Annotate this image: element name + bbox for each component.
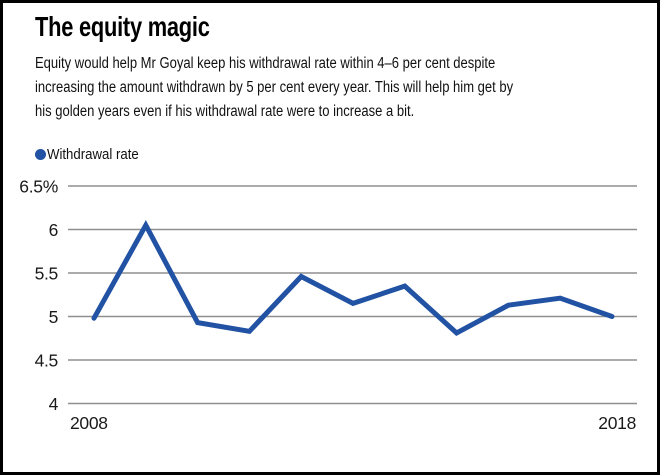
series-line <box>91 219 615 337</box>
description-line: increasing the amount withdrawn by 5 per… <box>35 79 514 96</box>
page-title: The equity magic <box>35 11 210 42</box>
legend-label: Withdrawal rate <box>47 146 139 163</box>
withdrawal-rate-line-chart: 6.5% 6 5.5 5 4.5 4 2008 2018 <box>19 177 637 433</box>
y-tick-label: 6 <box>49 220 58 240</box>
legend-marker-icon <box>35 149 46 160</box>
x-tick-label: 2008 <box>70 413 108 433</box>
description-line: Equity would help Mr Goyal keep his with… <box>35 55 496 72</box>
y-tick-label: 4.5 <box>35 351 58 371</box>
chart-description: Equity would help Mr Goyal keep his with… <box>35 52 513 124</box>
y-tick-label: 4 <box>49 394 59 414</box>
y-tick-label: 5.5 <box>35 264 58 284</box>
chart-legend: Withdrawal rate <box>35 146 151 163</box>
x-tick-label: 2018 <box>598 413 636 433</box>
y-tick-label: 6.5% <box>19 177 58 197</box>
description-line: his golden years even if his withdrawal … <box>35 103 415 120</box>
y-tick-label: 5 <box>49 307 58 327</box>
